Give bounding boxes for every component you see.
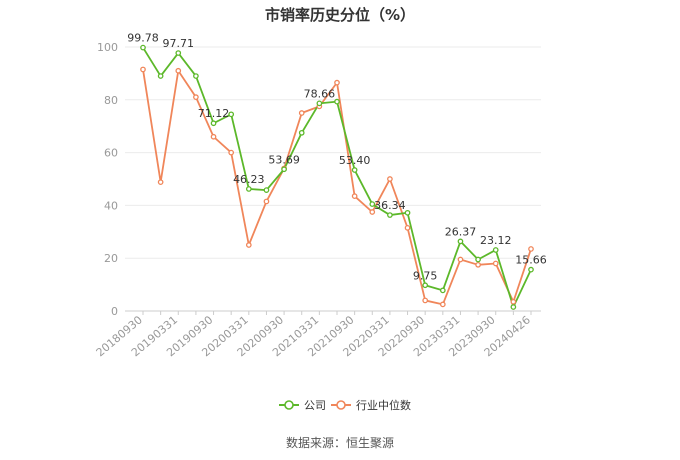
legend-label: 公司 (304, 399, 326, 412)
data-point (492, 260, 499, 267)
data-point (475, 256, 481, 263)
data-label: 9.75 (413, 269, 438, 282)
data-point (439, 287, 446, 294)
data-point (316, 100, 323, 107)
data-point (228, 149, 235, 156)
data-label: 23.12 (480, 234, 512, 247)
data-label: 53.40 (339, 154, 371, 167)
data-label: 46.23 (233, 173, 265, 186)
data-point (439, 301, 446, 308)
y-axis: 0 20 40 60 80 100 (97, 41, 118, 318)
data-point (140, 66, 146, 73)
data-point (263, 198, 270, 205)
data-point (510, 298, 517, 305)
data-source-note: 数据来源：恒生聚源 (285, 436, 394, 450)
data-point (175, 67, 182, 74)
legend-swatch-marker (336, 400, 346, 410)
series-lines (142, 47, 532, 308)
data-label: 97.71 (163, 37, 195, 50)
data-point (475, 261, 481, 268)
legend: 公司 行业中位数 (279, 398, 411, 412)
y-tick-label: 80 (104, 94, 118, 107)
data-point (387, 212, 393, 218)
data-point (351, 193, 358, 200)
data-point (228, 111, 235, 118)
data-point (528, 266, 534, 273)
data-point (175, 50, 182, 56)
data-point (157, 179, 164, 186)
data-point (157, 73, 164, 79)
data-point (263, 187, 270, 193)
data-point (457, 238, 464, 245)
y-tick-label: 0 (111, 305, 118, 318)
data-point (193, 94, 199, 101)
data-label: 26.37 (445, 225, 477, 238)
data-label: 71.12 (198, 107, 230, 120)
data-point (457, 256, 464, 263)
data-point (387, 176, 393, 182)
data-label: 53.69 (268, 153, 300, 166)
chart-title: 市销率历史分位（%） (264, 6, 416, 24)
data-point (404, 209, 411, 216)
data-label: 36.34 (374, 199, 406, 212)
line-chart: 0 20 40 60 80 100 201809302019033120190930202… (94, 32, 547, 412)
legend-item[interactable]: 行业中位数 (331, 398, 411, 412)
data-point (404, 224, 411, 231)
legend-label: 行业中位数 (356, 398, 411, 412)
y-tick-label: 40 (104, 199, 118, 212)
data-label: 78.66 (304, 87, 336, 100)
data-point (140, 44, 146, 51)
data-point (245, 242, 252, 248)
data-point (281, 166, 287, 173)
data-label: 99.78 (127, 32, 159, 45)
y-tick-label: 100 (97, 41, 118, 54)
data-point (298, 129, 305, 136)
data-point (334, 98, 340, 105)
legend-item[interactable]: 公司 (279, 399, 326, 412)
legend-swatch-marker (284, 400, 294, 410)
data-label: 15.66 (515, 254, 547, 267)
grid-lines (125, 46, 541, 312)
data-point (369, 201, 376, 207)
data-point (369, 209, 376, 215)
data-point (193, 73, 199, 79)
data-point (210, 120, 217, 127)
y-tick-label: 60 (104, 147, 118, 160)
data-point (422, 282, 429, 289)
x-axis: 2018093020190331201909302020033120200930… (94, 311, 533, 359)
data-point (210, 133, 217, 140)
data-point (510, 304, 517, 310)
data-point (492, 247, 499, 253)
data-point (528, 246, 534, 252)
data-point (422, 297, 429, 304)
data-point (298, 110, 305, 116)
y-tick-label: 20 (104, 252, 118, 265)
series-points (140, 44, 534, 310)
data-point (351, 167, 358, 173)
data-point (334, 79, 340, 86)
data-point (245, 186, 252, 192)
